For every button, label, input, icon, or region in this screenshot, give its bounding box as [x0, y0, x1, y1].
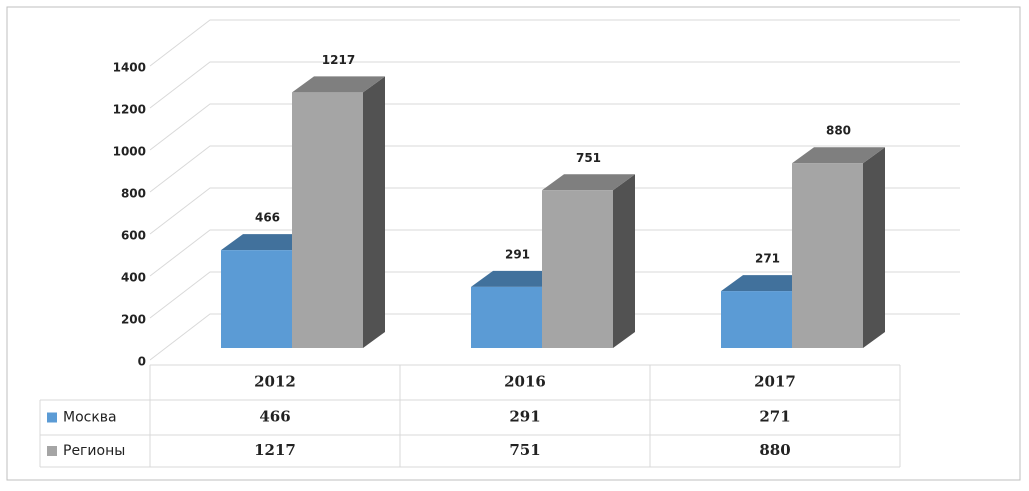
legend-label: Москва [63, 410, 117, 426]
grid-line [149, 313, 960, 361]
y-tick-label: 200 [121, 313, 146, 327]
table-value: 880 [759, 441, 790, 459]
bar-top [471, 270, 564, 287]
bar-top [221, 234, 314, 251]
data-label: 291 [505, 247, 530, 261]
table-value: 1217 [254, 441, 296, 459]
bar [542, 190, 613, 348]
bar-side [363, 76, 385, 349]
data-label: 466 [255, 211, 280, 225]
y-tick-label: 400 [121, 271, 146, 285]
bar-top [792, 147, 885, 164]
bar [721, 291, 792, 348]
bar [221, 250, 292, 348]
data-label: 880 [826, 124, 851, 138]
bar-top [721, 275, 814, 292]
bar-top [542, 174, 635, 191]
bar [292, 92, 363, 349]
data-label: 751 [576, 151, 601, 165]
x-tick-label: 2016 [504, 373, 546, 391]
y-tick-label: 1400 [113, 61, 146, 75]
legend-swatch [47, 412, 57, 423]
bar-side [863, 147, 885, 348]
data-label: 1217 [322, 53, 355, 67]
grid-line [149, 187, 960, 235]
table-value: 751 [509, 441, 540, 459]
grid-line [149, 145, 960, 193]
grid-line [149, 19, 960, 67]
y-tick-label: 600 [121, 229, 146, 243]
grid-line [149, 61, 960, 109]
table-value: 291 [509, 408, 540, 426]
bar [792, 163, 863, 348]
y-tick-label: 1000 [113, 145, 146, 159]
grid-line [149, 271, 960, 319]
grid-line [149, 229, 960, 277]
y-tick-label: 1200 [113, 103, 146, 117]
x-tick-label: 2012 [254, 373, 296, 391]
y-tick-label: 0 [138, 355, 146, 369]
grid-line [149, 103, 960, 151]
bar-top [292, 76, 385, 93]
y-tick-label: 800 [121, 187, 146, 201]
legend-label: Регионы [63, 443, 125, 459]
x-tick-label: 2017 [754, 373, 796, 391]
legend-swatch [47, 446, 57, 456]
bar-side [613, 174, 635, 348]
data-label: 271 [755, 252, 780, 266]
table-value: 271 [759, 408, 790, 426]
bar [471, 286, 542, 348]
table-value: 466 [259, 408, 290, 426]
